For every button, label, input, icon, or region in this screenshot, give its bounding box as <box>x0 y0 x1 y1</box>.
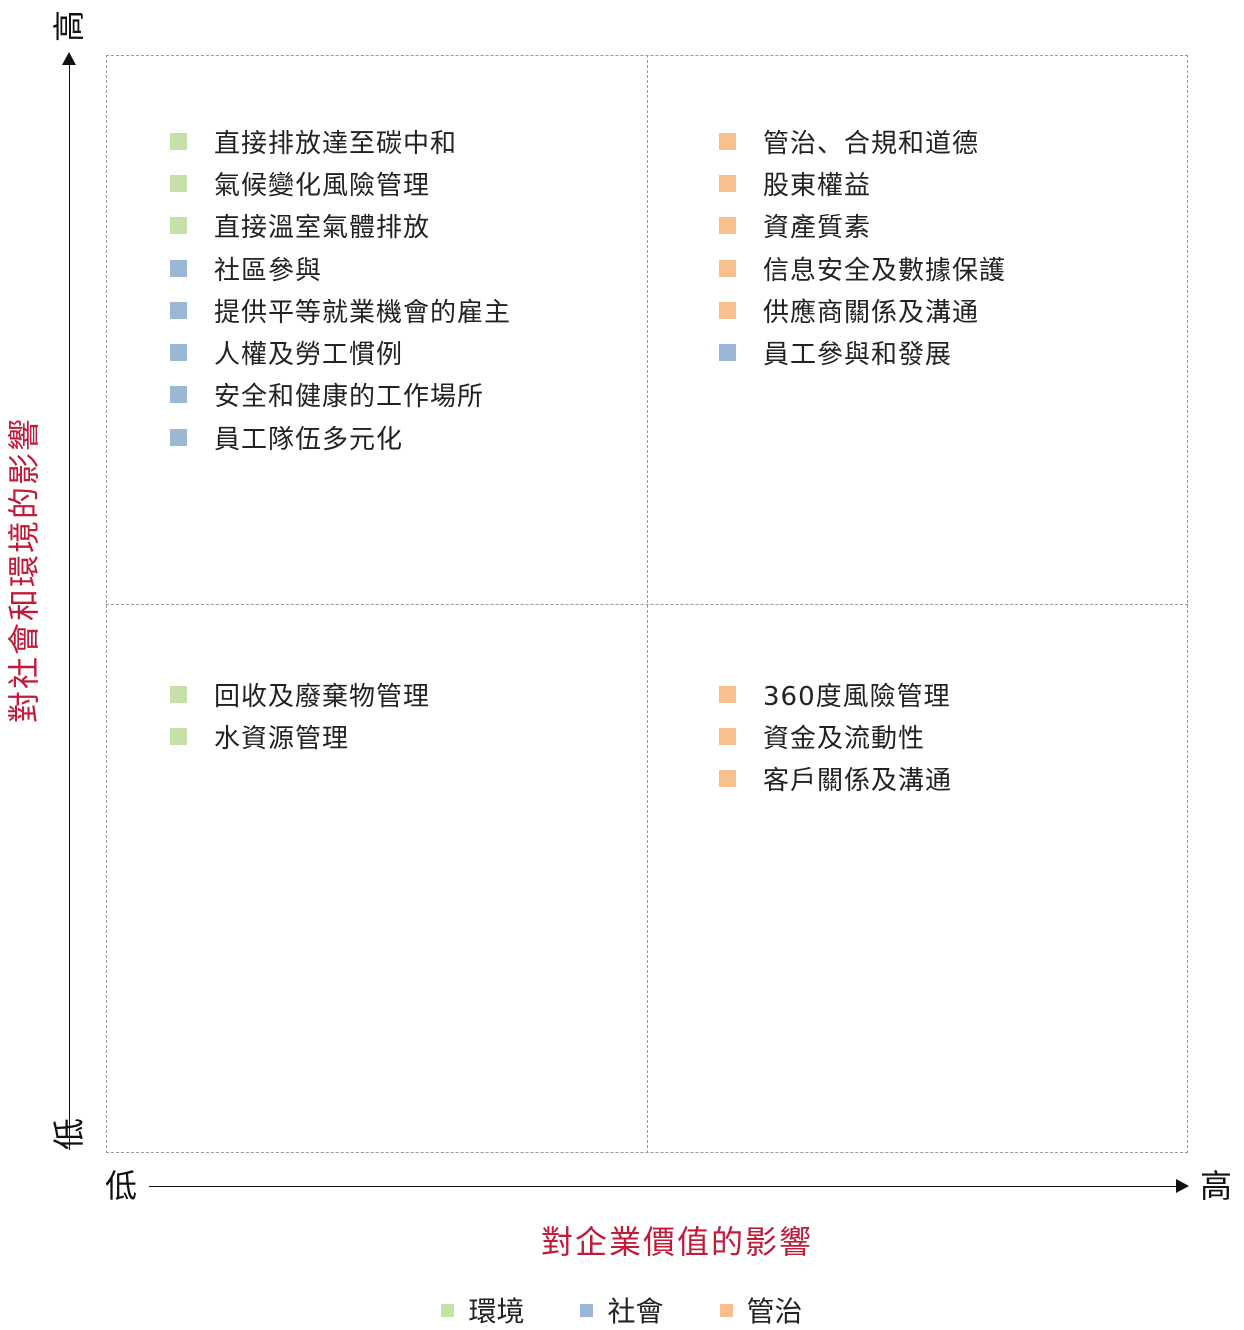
social-marker-icon <box>170 259 187 277</box>
horizontal-divider <box>106 604 1188 605</box>
quadrant-bottom-right: 360度風險管理 資金及流動性 客戶關係及溝通 <box>719 673 952 800</box>
matrix-item: 氣候變化風險管理 <box>170 162 511 204</box>
governance-marker-icon <box>719 301 736 319</box>
y-axis-high-label: 高 <box>50 9 89 43</box>
matrix-item-label: 資金及流動性 <box>763 723 926 754</box>
matrix-item-label: 360度風險管理 <box>763 681 951 712</box>
governance-swatch-icon <box>719 1303 733 1317</box>
matrix-item: 直接溫室氣體排放 <box>170 205 511 247</box>
matrix-item: 安全和健康的工作場所 <box>170 374 511 416</box>
social-marker-icon <box>170 301 187 319</box>
x-axis-title: 對企業價值的影響 <box>540 1223 814 1261</box>
matrix-item-label: 提供平等就業機會的雇主 <box>214 297 512 328</box>
matrix-item: 供應商關係及溝通 <box>719 289 1006 331</box>
matrix-item-label: 員工隊伍多元化 <box>214 424 404 455</box>
x-axis-low-label: 低 <box>105 1167 138 1205</box>
matrix-item: 直接排放達至碳中和 <box>170 120 511 162</box>
governance-marker-icon <box>719 685 736 703</box>
governance-marker-icon <box>719 217 736 235</box>
matrix-item-label: 水資源管理 <box>214 723 350 754</box>
matrix-item: 管治、合規和道德 <box>719 120 1006 162</box>
governance-marker-icon <box>719 259 736 277</box>
x-axis-line <box>149 1186 1179 1187</box>
governance-marker-icon <box>719 770 736 788</box>
quadrant-top-left: 直接排放達至碳中和 氣候變化風險管理 直接溫室氣體排放 社區參與提供平等就業機會的雇主… <box>170 120 511 458</box>
legend: 環境 社會 管治 <box>0 1290 1244 1330</box>
matrix-item: 資金及流動性 <box>719 715 952 757</box>
matrix-item: 社區參與 <box>170 247 511 289</box>
environment-marker-icon <box>170 727 187 745</box>
matrix-item: 360度風險管理 <box>719 673 952 715</box>
environment-swatch-icon <box>441 1303 455 1317</box>
governance-marker-icon <box>719 174 736 192</box>
matrix-item-label: 管治、合規和道德 <box>763 128 980 159</box>
social-marker-icon <box>170 344 187 362</box>
matrix-item-label: 氣候變化風險管理 <box>214 170 431 201</box>
matrix-item-label: 社區參與 <box>214 255 323 286</box>
quadrant-bottom-left: 回收及廢棄物管理 水資源管理 <box>170 673 430 758</box>
social-marker-icon <box>170 428 187 446</box>
x-axis-arrow-icon <box>1176 1179 1189 1193</box>
y-axis-line <box>69 62 70 1150</box>
governance-marker-icon <box>719 132 736 150</box>
matrix-item-label: 安全和健康的工作場所 <box>214 382 485 413</box>
matrix-item: 人權及勞工慣例 <box>170 331 511 373</box>
legend-item-governance: 管治 <box>719 1290 803 1330</box>
legend-label: 管治 <box>746 1295 803 1328</box>
governance-marker-icon <box>719 727 736 745</box>
legend-item-environment: 環境 <box>441 1290 524 1330</box>
matrix-item: 資產質素 <box>719 205 1006 247</box>
y-axis-low-label: 低 <box>50 1117 89 1151</box>
environment-marker-icon <box>170 217 187 235</box>
matrix-item-label: 回收及廢棄物管理 <box>214 681 431 712</box>
legend-label: 環境 <box>468 1295 525 1328</box>
environment-marker-icon <box>170 685 187 703</box>
matrix-item-label: 信息安全及數據保護 <box>763 255 1007 286</box>
matrix-item-label: 股東權益 <box>763 170 872 201</box>
matrix-item: 回收及廢棄物管理 <box>170 673 430 715</box>
environment-marker-icon <box>170 132 187 150</box>
matrix-item: 員工隊伍多元化 <box>170 416 511 458</box>
y-axis-title: 對社會和環境的影響 <box>5 416 43 724</box>
matrix-item: 水資源管理 <box>170 715 430 757</box>
x-axis-high-label: 高 <box>1200 1167 1233 1205</box>
matrix-item: 員工參與和發展 <box>719 331 1006 373</box>
legend-item-social: 社會 <box>580 1290 664 1330</box>
y-axis-arrow-icon <box>62 52 76 65</box>
matrix-item: 股東權益 <box>719 162 1006 204</box>
matrix-item-label: 員工參與和發展 <box>763 340 953 371</box>
matrix-item: 提供平等就業機會的雇主 <box>170 289 511 331</box>
environment-marker-icon <box>170 174 187 192</box>
matrix-item: 信息安全及數據保護 <box>719 247 1006 289</box>
matrix-item-label: 直接排放達至碳中和 <box>214 128 458 159</box>
matrix-item-label: 資產質素 <box>763 213 872 244</box>
social-marker-icon <box>719 344 736 362</box>
matrix-item: 客戶關係及溝通 <box>719 758 952 800</box>
social-marker-icon <box>170 386 187 404</box>
matrix-item-label: 供應商關係及溝通 <box>763 297 980 328</box>
matrix-item-label: 客戶關係及溝通 <box>763 766 953 797</box>
quadrant-top-right: 管治、合規和道德 股東權益資產質素信息安全及數據保護 供應商關係及溝通 員工參與和發展 <box>719 120 1006 374</box>
matrix-item-label: 人權及勞工慣例 <box>214 340 404 371</box>
matrix-item-label: 直接溫室氣體排放 <box>214 213 431 244</box>
legend-label: 社會 <box>607 1295 664 1328</box>
social-swatch-icon <box>580 1303 594 1317</box>
